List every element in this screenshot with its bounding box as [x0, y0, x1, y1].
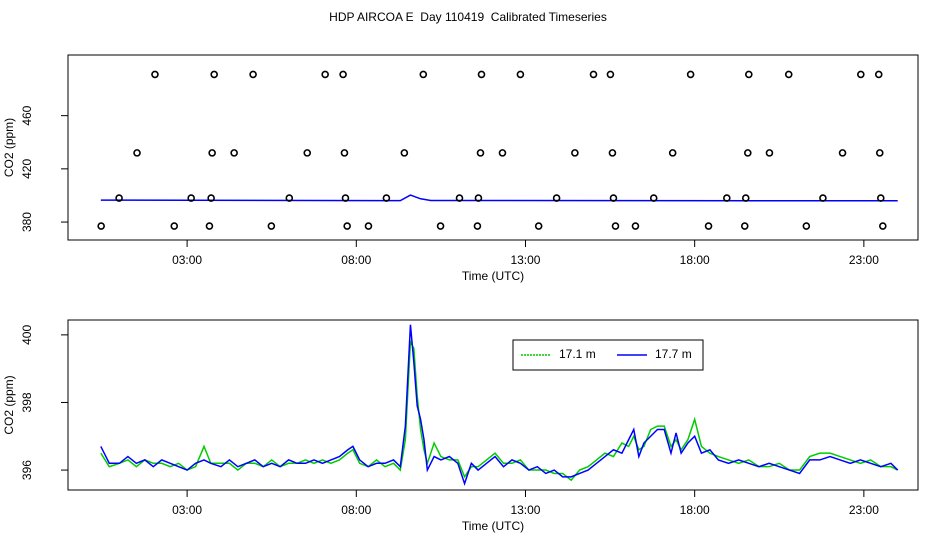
y-tick-label: 420 [20, 159, 34, 179]
scatter-point [608, 149, 617, 157]
scatter-point [187, 194, 195, 202]
scatter-point [745, 70, 753, 79]
scatter-point [631, 222, 640, 230]
scatter-point [170, 222, 179, 230]
scatter-point [133, 149, 141, 157]
legend-label: 17.1 m [559, 347, 596, 361]
scatter-point [151, 70, 159, 79]
scatter-point [321, 70, 329, 79]
legend-label: 17.7 m [655, 347, 692, 361]
scatter-point [571, 149, 579, 157]
scatter-point [534, 222, 543, 230]
y-tick-label: 396 [20, 460, 34, 480]
y-axis-title: CO2 (ppm) [2, 375, 16, 434]
x-tick-label: 23:00 [849, 253, 879, 267]
scatter-point [668, 149, 677, 157]
scatter-point [765, 149, 774, 157]
scatter-point [476, 149, 485, 157]
scatter-point [207, 194, 215, 202]
scatter-point [364, 222, 373, 230]
scatter-point [649, 194, 658, 202]
scatter-point [474, 194, 483, 202]
scatter-point [743, 149, 752, 157]
scatter-point [875, 149, 884, 157]
scatter-point [784, 70, 793, 79]
x-tick-label: 23:00 [849, 503, 879, 517]
scatter-point [208, 149, 216, 157]
y-tick-label: 400 [20, 325, 34, 345]
y-tick-label: 460 [20, 105, 34, 125]
scatter-point [876, 194, 885, 202]
scatter-point [686, 70, 695, 79]
x-axis-title: Time (UTC) [462, 519, 524, 533]
scatter-point [838, 149, 847, 157]
x-tick-label: 03:00 [172, 253, 202, 267]
x-tick-label: 13:00 [510, 253, 540, 267]
scatter-point [419, 70, 428, 79]
scatter-point [249, 70, 257, 79]
y-tick-label: 398 [20, 392, 34, 412]
scatter-point [436, 222, 445, 230]
scatter-point [589, 70, 598, 79]
legend-box [512, 339, 704, 371]
series-line [100, 324, 899, 486]
scatter-point [339, 70, 347, 79]
scatter-point [455, 194, 464, 202]
y-axis-title: CO2 (ppm) [2, 118, 16, 177]
scatter-point [552, 194, 561, 202]
scatter-point [802, 222, 811, 230]
x-tick-label: 08:00 [341, 253, 371, 267]
plot-frame [67, 54, 919, 241]
scatter-point [477, 70, 486, 79]
x-tick-label: 08:00 [341, 503, 371, 517]
scatter-point [740, 222, 749, 230]
scatter-point [819, 194, 827, 202]
scatter-point [230, 149, 238, 157]
scatter-point [97, 222, 105, 230]
scatter-point [857, 70, 865, 79]
scatter-point [516, 70, 525, 79]
scatter-point [343, 222, 351, 230]
scatter-point [609, 194, 618, 202]
x-tick-label: 13:00 [510, 503, 540, 517]
scatter-point [879, 222, 887, 230]
scatter-point [498, 149, 507, 157]
x-tick-label: 03:00 [172, 503, 202, 517]
scatter-point [874, 70, 883, 79]
series-line [100, 194, 898, 202]
x-axis-title: Time (UTC) [462, 269, 524, 283]
scatter-point [473, 222, 482, 230]
scatter-point [210, 70, 218, 79]
scatter-point [285, 194, 294, 202]
x-tick-label: 18:00 [680, 253, 710, 267]
scatter-point [267, 222, 276, 230]
scatter-point [723, 194, 731, 202]
plot-frame [67, 319, 919, 491]
scatter-point [611, 222, 620, 230]
scatter-point [340, 149, 349, 157]
y-tick-label: 380 [20, 212, 34, 232]
scatter-point [606, 70, 615, 79]
scatter-point [741, 194, 750, 202]
scatter-point [400, 149, 409, 157]
scatter-point [341, 194, 350, 202]
page-title: HDP AIRCOA E Day 110419 Calibrated Times… [329, 10, 607, 24]
scatter-point [382, 194, 391, 202]
series-line [100, 338, 899, 482]
scatter-point [303, 149, 312, 157]
scatter-point [205, 222, 214, 230]
scatter-point [115, 194, 123, 202]
x-tick-label: 18:00 [680, 503, 710, 517]
scatter-point [704, 222, 713, 230]
